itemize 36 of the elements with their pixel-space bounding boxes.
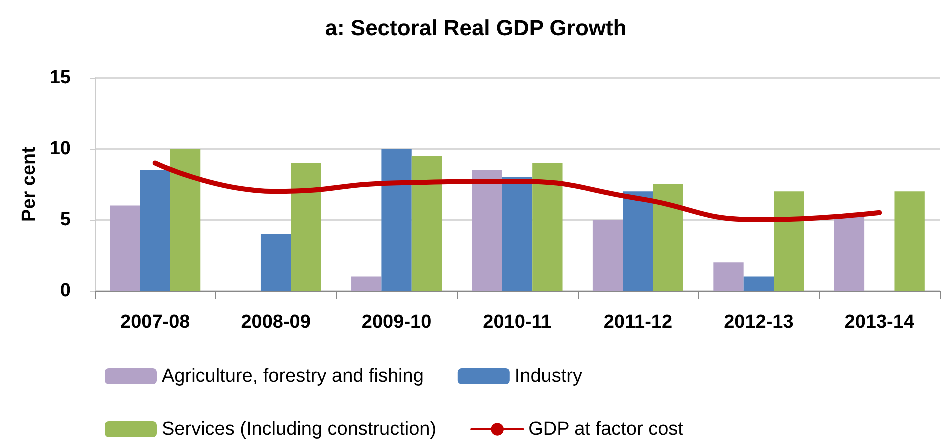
bar xyxy=(352,276,382,291)
bar xyxy=(714,262,744,291)
bar xyxy=(834,216,865,291)
x-tick-label: 2011-12 xyxy=(604,312,673,333)
bar xyxy=(382,149,412,291)
x-tick-label: 2007-08 xyxy=(120,312,190,333)
bar xyxy=(110,206,140,291)
bar xyxy=(472,170,502,291)
bar xyxy=(653,184,684,291)
bar xyxy=(502,177,533,291)
x-tick-label: 2013-14 xyxy=(844,312,915,333)
legend-label: GDP at factor cost xyxy=(528,419,684,440)
legend-label: Industry xyxy=(514,366,583,387)
y-tick-label: 0 xyxy=(60,280,71,302)
bar xyxy=(894,192,925,291)
bar xyxy=(140,170,170,291)
x-tick-label: 2009-10 xyxy=(362,312,432,333)
y-axis-title: Per cent xyxy=(18,146,40,222)
bar xyxy=(744,276,774,291)
bar xyxy=(291,163,322,291)
chart-title: a: Sectoral Real GDP Growth xyxy=(325,16,627,40)
bar xyxy=(170,149,201,291)
bar xyxy=(412,156,442,291)
bar xyxy=(260,234,292,291)
x-tick-label: 2008-09 xyxy=(241,312,311,333)
bar xyxy=(592,220,624,291)
bar xyxy=(532,163,563,291)
legend-label: Services (Including construction) xyxy=(162,419,437,440)
x-tick-label: 2012-13 xyxy=(724,312,794,333)
y-tick-label: 10 xyxy=(50,138,71,160)
y-tick-label: 15 xyxy=(50,68,72,88)
legend-label: Agriculture, forestry and fishing xyxy=(162,366,424,387)
x-tick-label: 2010-11 xyxy=(483,312,552,333)
bar xyxy=(623,192,654,291)
y-tick-label: 5 xyxy=(60,210,72,230)
bar xyxy=(774,192,804,291)
